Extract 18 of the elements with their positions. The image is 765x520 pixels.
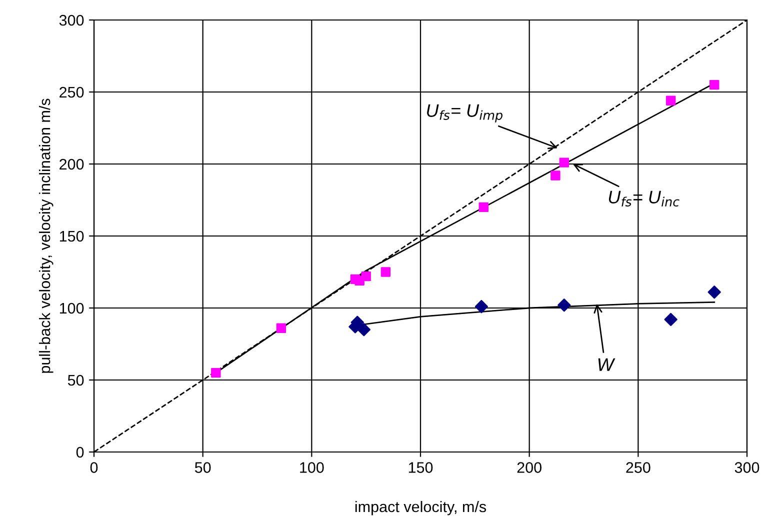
x-tick-label: 150 [408, 462, 433, 473]
x-tick-label: 250 [626, 462, 650, 473]
x-tick-label: 0 [90, 462, 98, 473]
x-tick-label: 100 [300, 462, 324, 473]
y-tick-label: 150 [60, 230, 84, 242]
y-tick-label: 0 [76, 446, 84, 458]
x-tick-label: 50 [194, 462, 211, 473]
x-axis-title: impact velocity, m/s [355, 500, 486, 516]
y-tick-label: 250 [60, 86, 84, 98]
annotation: U$_{fs}$= U$_{imp}$ [427, 104, 502, 122]
x-tick-label: 200 [517, 462, 542, 473]
x-tick-label: 300 [734, 462, 760, 473]
annotation: W [598, 358, 616, 371]
y-tick-label: 200 [60, 158, 84, 170]
y-tick-label: 50 [68, 374, 84, 386]
y-tick-label: 100 [60, 302, 84, 314]
y-tick-label: 300 [59, 14, 84, 26]
y-axis-title: pull-back velocity, velocity inclination m/s [38, 98, 54, 373]
